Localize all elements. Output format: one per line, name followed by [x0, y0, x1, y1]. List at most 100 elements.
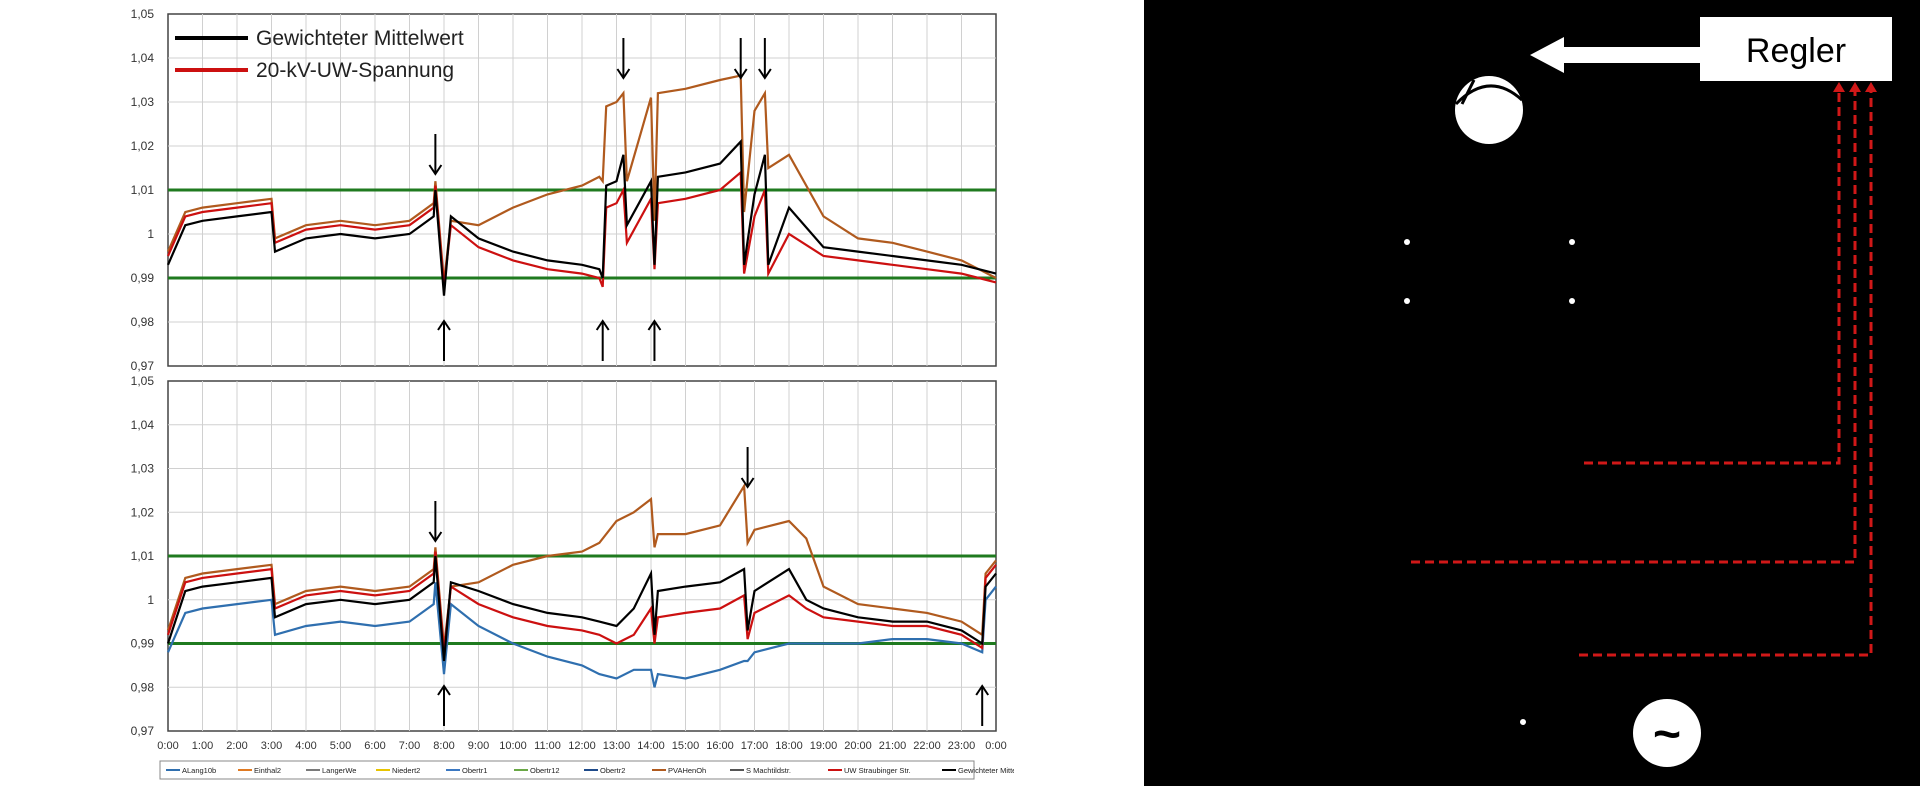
legend-label: UW Straubinger Str. [844, 766, 911, 775]
chart-panel: 0,97 0,98 0,99 1 1,01 1,02 1,03 1,04 1,05 Gewicht… [130, 7, 1034, 780]
x-tick-label: 13:00 [603, 740, 631, 752]
series-line [166, 482, 997, 649]
signal-line-1 [1584, 90, 1841, 465]
annotation-arrow-head [437, 684, 451, 696]
legend-label: LangerWe [322, 766, 356, 775]
x-tick-label: 15:00 [672, 740, 700, 752]
legend-label: Gewichteter Mittelwert [958, 766, 1014, 775]
legend-label: ALang10b [182, 766, 216, 775]
annotation-arrow-head [428, 164, 443, 176]
x-tick-label: 16:00 [706, 740, 734, 752]
legend-label: Gewichteter Mittelwert [256, 27, 464, 50]
arrowhead [1849, 82, 1861, 92]
series-line [166, 74, 997, 283]
tap-changer-stroke [1460, 79, 1476, 105]
x-tick-label: 22:00 [913, 740, 941, 752]
x-tick-label: 0:00 [985, 740, 1006, 752]
control-arrow [1530, 37, 1700, 73]
y-tick-label: 0,99 [131, 637, 155, 651]
x-tick-label: 1:00 [192, 740, 213, 752]
legend: ALang10b Einthal2 LangerWe Niedert2 Obertr1 O… [159, 760, 1033, 780]
chart-2: 0,97 0,98 0,99 1 1,01 1,02 1,03 1,04 1,05 0:00 1:0… [131, 374, 1033, 780]
tap-changer-arc [1454, 84, 1524, 106]
legend-label: Obertr12 [530, 766, 560, 775]
y-tick-label: 0,97 [131, 724, 155, 738]
y-tick-label: 1,05 [131, 374, 155, 388]
signal-line-2 [1411, 90, 1857, 564]
x-tick-label: 6:00 [364, 740, 385, 752]
annotation-arrow-head [428, 531, 443, 543]
series-group [166, 482, 997, 688]
x-tick-label: 7:00 [399, 740, 420, 752]
diagram-svg: Regler ~ [1404, 17, 1892, 767]
legend-label: Obertr2 [600, 766, 625, 775]
y-tick-label: 1 [147, 227, 154, 241]
measurement-signal-lines [1411, 90, 1873, 657]
y-tick-label: 0,99 [131, 271, 155, 285]
legend-label: Niedert2 [392, 766, 420, 775]
node-dot [1404, 239, 1410, 245]
x-tick-label: 23:00 [948, 740, 976, 752]
regler-box [1700, 17, 1892, 81]
x-tick-label: 21:00 [879, 740, 907, 752]
annotation-arrow-head [758, 68, 772, 80]
x-tick-label: 18:00 [775, 740, 803, 752]
series-line [166, 555, 997, 662]
signal-line-3 [1579, 90, 1873, 657]
annotation-arrow-head [595, 319, 610, 331]
annotation-arrow-head [647, 319, 662, 331]
x-tick-label: 9:00 [468, 740, 489, 752]
y-tick-label: 0,98 [131, 315, 155, 329]
legend-label: S Machtildstr. [746, 766, 791, 775]
x-tick-label: 0:00 [157, 740, 178, 752]
y-tick-label: 1,02 [131, 505, 155, 519]
annotation-arrow-head [437, 319, 451, 331]
x-tick-label: 4:00 [295, 740, 316, 752]
regler-label: Regler [1746, 32, 1846, 70]
legend: Gewichteter Mittelwert 20-kV-UW-Spannung [175, 27, 464, 82]
node-dot [1569, 298, 1575, 304]
legend-label: PVAHenOh [668, 766, 706, 775]
x-tick-label: 17:00 [741, 740, 769, 752]
chart-1: 0,97 0,98 0,99 1 1,01 1,02 1,03 1,04 1,05 Gewicht… [131, 7, 997, 373]
x-tick-label: 8:00 [433, 740, 454, 752]
signal-arrowheads [1833, 82, 1877, 92]
x-tick-label: 14:00 [637, 740, 665, 752]
annotation-arrow-head [733, 68, 748, 80]
generator-circle [1633, 699, 1701, 767]
series-line [166, 170, 997, 288]
legend-box [159, 760, 975, 780]
node-dot [1569, 239, 1575, 245]
legend-label: 20-kV-UW-Spannung [256, 59, 454, 82]
tilde-symbol: ~ [1653, 708, 1681, 761]
annotation-arrow-head [975, 684, 990, 696]
x-tick-label: 11:00 [534, 740, 561, 752]
annotation-arrow-head [616, 68, 631, 80]
x-tick-label: 20:00 [844, 740, 872, 752]
legend-label: Obertr1 [462, 766, 487, 775]
network-diagram: Regler ~ [1144, 0, 1920, 786]
y-tick-label: 1,01 [131, 549, 155, 563]
y-tick-label: 1,03 [131, 462, 155, 476]
series-line [166, 582, 997, 688]
y-tick-label: 1 [147, 593, 154, 607]
node-dot [1520, 719, 1526, 725]
y-tick-label: 1,01 [131, 183, 155, 197]
y-tick-label: 1,04 [131, 51, 155, 65]
x-tick-label: 19:00 [810, 740, 838, 752]
voltage-charts: 0,97 0,98 0,99 1 1,01 1,02 1,03 1,04 1,05 Gewicht… [131, 7, 1033, 780]
series-group [166, 74, 997, 296]
arrowhead [1865, 82, 1877, 92]
annotation-arrow-head [740, 477, 755, 489]
node-dot [1404, 298, 1410, 304]
x-tick-label: 2:00 [226, 740, 247, 752]
y-tick-label: 1,05 [131, 7, 155, 21]
x-tick-label: 10:00 [499, 740, 527, 752]
y-tick-label: 0,98 [131, 680, 155, 694]
x-tick-label: 12:00 [568, 740, 596, 752]
x-tick-label: 3:00 [261, 740, 282, 752]
y-tick-label: 1,03 [131, 95, 155, 109]
y-tick-label: 0,97 [131, 359, 155, 373]
y-tick-label: 1,02 [131, 139, 155, 153]
series-line [166, 138, 997, 296]
